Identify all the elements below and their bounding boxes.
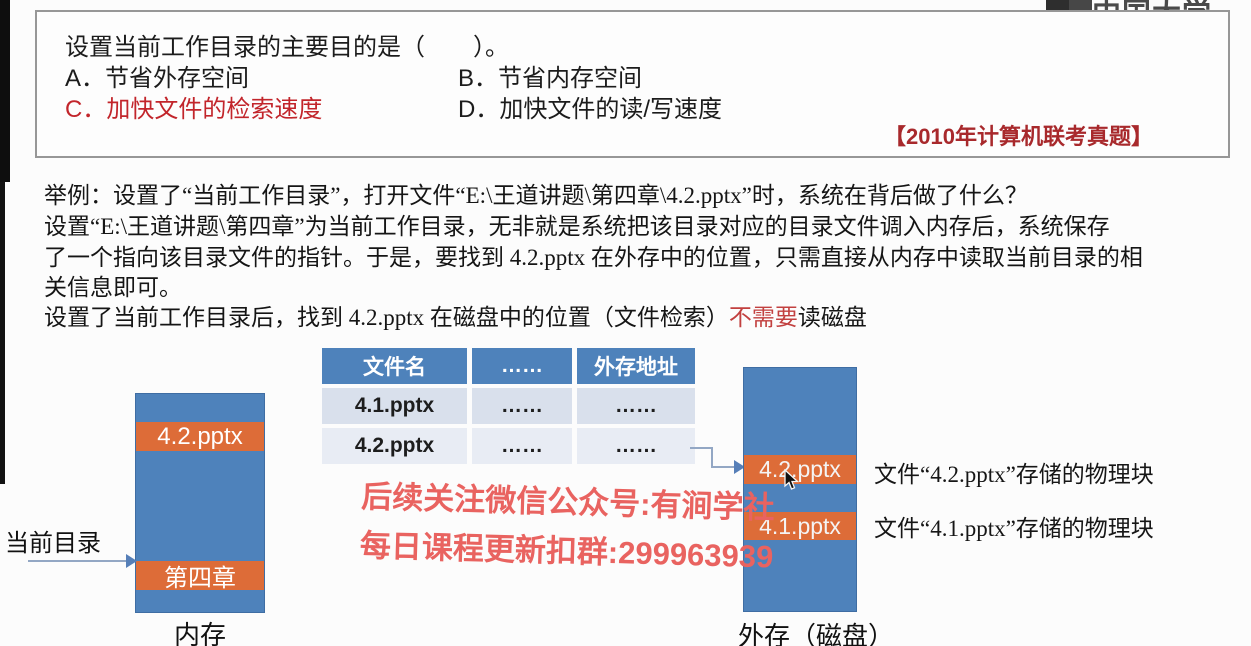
table-header-ellipsis: …… — [472, 348, 572, 384]
table-header-filename: 文件名 — [322, 348, 467, 384]
disk-block-4-1-pptx: 4.1.pptx — [744, 512, 856, 540]
disk-block-4-2-pptx: 4.2.pptx — [744, 455, 856, 484]
note-physical-block-4-2: 文件“4.2.pptx”存储的物理块 — [874, 462, 1154, 487]
current-directory-arrowhead-icon — [126, 554, 137, 568]
mouse-cursor-icon — [784, 469, 800, 490]
memory-caption: 内存 — [173, 621, 226, 646]
table-cell: 4.2.pptx — [322, 428, 467, 464]
left-edge-bar — [0, 0, 10, 182]
table-header-ext-address: 外存地址 — [577, 348, 695, 384]
memory-block-4-2-pptx: 4.2.pptx — [136, 422, 264, 451]
watermark-line-2: 每日课程更新扣群:299963939 — [359, 527, 774, 575]
question-box: 设置当前工作目录的主要目的是（ ）。 A．节省外存空间 B．节省内存空间 C．加… — [35, 10, 1230, 158]
paragraph-line-3: 了一个指向该目录文件的指针。于是，要找到 4.2.pptx 在外存中的位置，只需… — [44, 245, 1143, 270]
option-a: A．节省外存空间 — [65, 65, 250, 92]
paragraph-line-5-post: 读磁盘 — [797, 305, 867, 330]
exam-source-label: 【2010年计算机联考真题】 — [884, 124, 1153, 149]
table-to-disk-connector — [711, 466, 736, 468]
note-physical-block-4-1: 文件“4.1.pptx”存储的物理块 — [874, 516, 1154, 541]
left-edge-bar — [0, 182, 5, 484]
watermark: 后续关注微信公众号:有涧学社 每日课程更新扣群:299963939 — [359, 472, 775, 582]
table-to-disk-arrowhead-icon — [734, 460, 745, 474]
paragraph-line-4: 关信息即可。 — [44, 275, 182, 300]
paragraph-line-2: 设置“E:\王道讲题\第四章”为当前工作目录，无非就是系统把该目录对应的目录文件… — [44, 214, 1110, 239]
paragraph-line-5-emphasis: 不需要 — [728, 305, 798, 330]
table-cell: …… — [472, 428, 572, 464]
option-b: B．节省内存空间 — [458, 65, 643, 92]
table-to-disk-connector — [690, 447, 713, 449]
memory-diagram: 4.2.pptx 第四章 — [135, 393, 265, 613]
memory-block-chapter4: 第四章 — [136, 561, 264, 592]
table-cell: …… — [472, 388, 572, 424]
disk-caption: 外存（磁盘） — [737, 622, 894, 646]
current-directory-arrow-line — [28, 560, 128, 562]
disk-diagram: 4.2.pptx 4.1.pptx — [743, 367, 857, 612]
table-cell: 4.1.pptx — [322, 388, 467, 424]
paragraph-line-1: 举例：设置了“当前工作目录”，打开文件“E:\王道讲题\第四章\4.2.pptx… — [44, 183, 1028, 208]
option-d: D．加快文件的读/写速度 — [458, 96, 722, 123]
question-stem: 设置当前工作目录的主要目的是（ ）。 — [65, 34, 509, 61]
table-cell: …… — [577, 428, 695, 464]
paragraph-line-5-pre: 设置了当前工作目录后，找到 4.2.pptx 在磁盘中的位置（文件检索） — [44, 305, 729, 330]
paragraph-line-5: 设置了当前工作目录后，找到 4.2.pptx 在磁盘中的位置（文件检索）不需要读… — [44, 298, 867, 332]
table-cell: …… — [577, 388, 695, 424]
directory-table: 文件名 …… 外存地址 4.1.pptx …… …… 4.2.pptx …… …… — [322, 348, 695, 464]
table-to-disk-connector — [711, 447, 713, 468]
current-directory-label: 当前目录 — [5, 531, 101, 557]
option-c-correct: C．加快文件的检索速度 — [65, 96, 323, 123]
